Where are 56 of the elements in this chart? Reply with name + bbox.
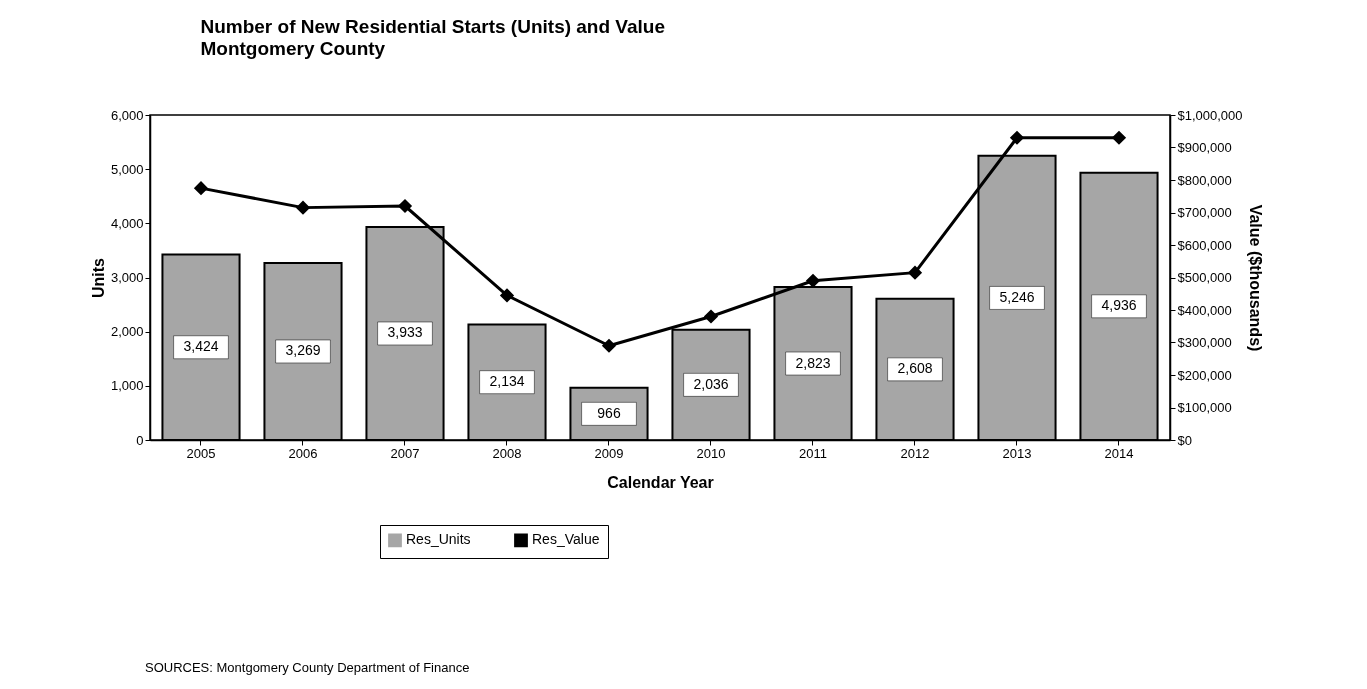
y2-tick-label: $400,000: [1177, 302, 1232, 318]
legend-label: Res_Value: [532, 531, 600, 548]
x-tick-label: 2014: [1104, 445, 1134, 461]
data-label: 2,608: [897, 360, 933, 377]
x-tick-label: 2010: [696, 445, 726, 461]
data-label: 5,246: [999, 288, 1035, 305]
point: [908, 265, 922, 280]
x-axis-title: Calendar Year: [607, 473, 714, 491]
x-tick-label: 2006: [288, 445, 318, 461]
y2-tick-label: $900,000: [1177, 140, 1232, 155]
y-axis-title: Units: [89, 257, 107, 298]
y2-tick-label: $200,000: [1177, 367, 1232, 383]
x-tick-label: 2011: [799, 445, 827, 461]
y2-tick-label: $300,000: [1177, 335, 1232, 350]
chart-title: Number of New Residential Starts (Units) and Value: [200, 16, 666, 37]
point: [296, 200, 310, 215]
x-tick-label: 2007: [390, 445, 420, 461]
y2-axis-title: Value ($thousands): [1246, 204, 1264, 352]
y2-tick-label: $100,000: [1177, 400, 1232, 415]
data-label: 2,134: [489, 373, 525, 390]
chart-subtitle: Montgomery County: [200, 38, 386, 59]
y-tick-label: 4,000: [110, 215, 144, 231]
y-tick-label: 3,000: [110, 270, 144, 285]
data-label: 966: [597, 404, 621, 421]
point: [1010, 131, 1024, 145]
legend-label: Res_Units: [406, 531, 471, 548]
y2-tick-label: $500,000: [1177, 270, 1232, 285]
y2-tick-label: $1,000,000: [1177, 107, 1243, 123]
x-tick-label: 2005: [186, 445, 216, 461]
point: [500, 288, 514, 303]
y2-tick-label: $800,000: [1177, 172, 1232, 188]
point: [398, 199, 412, 213]
data-label: 3,424: [183, 338, 219, 355]
point: [602, 339, 616, 353]
y-tick-label: 5,000: [110, 161, 144, 177]
point: [806, 274, 820, 288]
data-label: 3,933: [387, 324, 423, 341]
x-tick-label: 2008: [492, 445, 522, 461]
x-tick-label: 2013: [1002, 445, 1032, 461]
point: [194, 181, 208, 195]
data-label: 2,036: [693, 375, 729, 392]
x-tick-label: 2009: [594, 445, 624, 461]
point: [1112, 131, 1126, 145]
y-tick-label: 2,000: [110, 324, 144, 340]
source-note: SOURCES: Montgomery County Department of Finance: [145, 660, 470, 675]
x-tick-label: 2012: [900, 445, 930, 461]
y2-tick-label: $0: [1177, 432, 1192, 448]
data-label: 3,269: [285, 342, 321, 359]
data-label: 4,936: [1101, 297, 1137, 314]
y2-tick-label: $700,000: [1177, 205, 1232, 220]
point: [704, 309, 718, 324]
y2-tick-label: $600,000: [1177, 237, 1232, 253]
y-tick-label: 6,000: [110, 107, 144, 123]
data-label: 2,823: [795, 354, 831, 371]
y-tick-label: 0: [136, 432, 144, 448]
y-tick-label: 1,000: [110, 378, 144, 394]
